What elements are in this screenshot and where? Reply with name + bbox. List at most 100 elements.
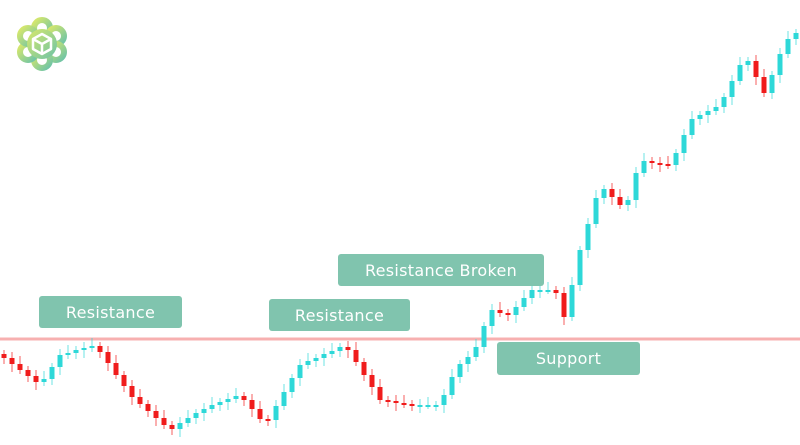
candle-body <box>201 409 207 413</box>
candle-body <box>89 346 95 348</box>
candle-body <box>161 418 167 425</box>
candle-body <box>537 290 543 292</box>
annotation-resistance-1: Resistance <box>39 296 182 328</box>
candle-body <box>257 409 263 419</box>
candle-body <box>713 107 719 111</box>
candle-body <box>1 354 7 358</box>
candle-body <box>41 379 47 382</box>
candle-body <box>657 163 663 165</box>
candle-body <box>697 115 703 119</box>
candle-body <box>705 111 711 115</box>
candle-body <box>433 405 439 407</box>
candle-body <box>265 419 271 421</box>
candle-body <box>105 352 111 363</box>
candle-body <box>793 33 799 39</box>
annotation-support: Support <box>497 342 640 375</box>
candle-body <box>753 61 759 77</box>
candle-body <box>153 411 159 418</box>
candle-body <box>785 39 791 54</box>
annotation-resistance-broken: Resistance Broken <box>338 254 544 286</box>
candle-body <box>609 189 615 197</box>
candle-body <box>129 386 135 397</box>
candle-body <box>689 119 695 135</box>
candle-body <box>193 413 199 418</box>
candle-body <box>25 370 31 376</box>
candle-body <box>617 197 623 205</box>
candle-body <box>209 405 215 409</box>
candle-body <box>17 364 23 370</box>
candle-body <box>777 54 783 75</box>
candle-body <box>329 351 335 354</box>
candle-body <box>49 367 55 379</box>
candle-body <box>273 406 279 420</box>
candle-body <box>353 350 359 362</box>
candle-body <box>681 135 687 153</box>
candle-body <box>721 97 727 107</box>
candle-body <box>561 293 567 317</box>
candle-body <box>281 392 287 406</box>
candle-body <box>297 365 303 378</box>
candle-body <box>505 313 511 315</box>
candle-body <box>425 405 431 407</box>
candle-body <box>409 404 415 406</box>
candle-body <box>369 375 375 387</box>
candle-body <box>665 164 671 166</box>
candle-body <box>145 404 151 411</box>
candle-body <box>249 400 255 409</box>
candle-body <box>601 189 607 198</box>
candle-body <box>289 378 295 392</box>
candle-body <box>57 355 63 367</box>
candle-body <box>321 354 327 358</box>
candle-body <box>521 298 527 307</box>
candle-body <box>401 403 407 405</box>
candle-body <box>441 395 447 405</box>
candle-body <box>393 401 399 403</box>
candle-body <box>241 396 247 400</box>
candle-body <box>545 290 551 292</box>
candle-body <box>593 198 599 224</box>
candle-body <box>177 423 183 429</box>
candle-body <box>73 350 79 353</box>
candle-body <box>65 353 71 355</box>
candle-body <box>113 363 119 375</box>
candle-body <box>641 161 647 173</box>
candle-body <box>577 250 583 285</box>
candle-body <box>385 400 391 402</box>
candle-body <box>345 347 351 350</box>
candle-body <box>313 358 319 361</box>
annotation-resistance-2: Resistance <box>269 299 410 331</box>
candle-body <box>673 153 679 165</box>
candle-body <box>361 362 367 375</box>
candle-body <box>233 396 239 399</box>
candle-body <box>465 357 471 364</box>
candle-body <box>513 307 519 315</box>
candle-body <box>745 61 751 65</box>
candle-body <box>737 65 743 81</box>
candle-body <box>769 75 775 93</box>
candle-body <box>497 310 503 313</box>
candle-body <box>417 405 423 407</box>
candle-body <box>633 173 639 200</box>
candle-body <box>529 290 535 298</box>
candle-body <box>553 290 559 293</box>
candle-body <box>97 346 103 352</box>
candle-body <box>9 358 15 364</box>
candle-body <box>305 361 311 365</box>
candle-body <box>481 326 487 347</box>
candle-body <box>169 425 175 429</box>
candle-body <box>337 347 343 351</box>
candle-body <box>137 397 143 404</box>
candle-body <box>457 364 463 377</box>
candle-body <box>649 161 655 163</box>
candle-body <box>185 418 191 423</box>
candle-body <box>489 310 495 326</box>
candle-body <box>33 376 39 382</box>
candle-body <box>377 387 383 400</box>
candle-body <box>761 77 767 93</box>
candle-body <box>121 375 127 386</box>
candle-body <box>585 224 591 250</box>
candle-body <box>473 347 479 357</box>
candle-body <box>225 399 231 402</box>
candle-body <box>625 200 631 205</box>
